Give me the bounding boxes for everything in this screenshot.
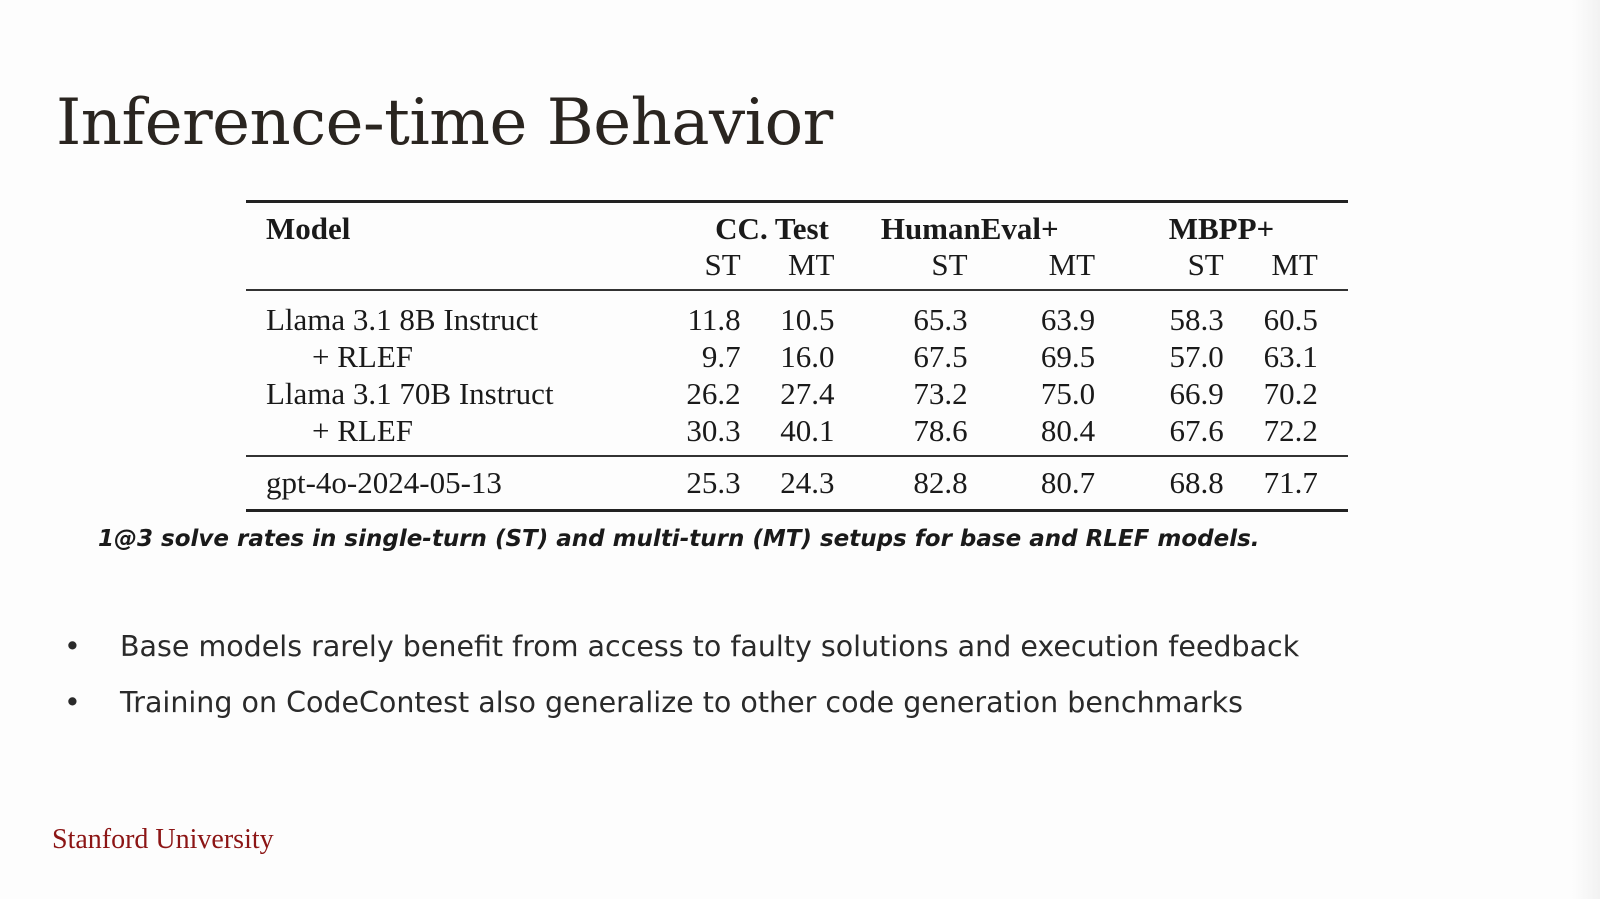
cell-value: 82.8 [834, 455, 968, 512]
header-model: Model [246, 200, 640, 247]
cell-value: 72.2 [1263, 413, 1318, 448]
table-caption: 1@3 solve rates in single-turn (ST) and … [98, 526, 1260, 552]
cell-value: 57.0 [1169, 339, 1224, 374]
cell-value: 78.6 [913, 413, 968, 448]
header-group-mbpp: MBPP+ [1095, 200, 1318, 247]
cell-value: 75.0 [1040, 376, 1096, 411]
subheader-cc-st: ST [639, 247, 741, 291]
cell-value: 80.7 [967, 455, 1096, 512]
slide-edge-shadow [1572, 0, 1600, 899]
bullet-text: Base models rarely benefit from access t… [120, 630, 1300, 663]
subheader-he-mt: MT [967, 247, 1096, 291]
cell-value: 26.2 [686, 376, 741, 411]
row-model-label: + RLEF [312, 413, 414, 448]
cell-value: 63.1 [1263, 339, 1318, 374]
bullet-list: • Base models rarely benefit from access… [64, 626, 1299, 738]
slide-title: Inference-time Behavior [56, 86, 833, 160]
cell-value: 73.2 [913, 376, 968, 411]
bullet-dot-icon: • [64, 630, 81, 663]
cell-value: 68.8 [1095, 455, 1224, 512]
row-model-label: Llama 3.1 8B Instruct [266, 302, 539, 337]
cell-value: 63.9 [1040, 302, 1096, 337]
cell-value: 24.3 [740, 455, 835, 512]
cell-value: 67.6 [1169, 413, 1224, 448]
cell-value: 11.8 [687, 302, 741, 337]
table-row: + RLEF 9.7 16.0 67.5 69.5 57.0 63.1 [246, 338, 1348, 375]
results-table: Model CC. Test HumanEval+ MBPP+ ST MT ST… [246, 200, 1348, 512]
bullet-text: Training on CodeContest also generalize … [120, 686, 1243, 719]
header-group-cc-test: CC. Test [639, 200, 835, 247]
cell-value: 60.5 [1263, 302, 1318, 337]
row-model-label: Llama 3.1 70B Instruct [266, 376, 554, 411]
cell-value: 69.5 [1040, 339, 1096, 374]
cell-value: 67.5 [913, 339, 968, 374]
bullet-item: • Training on CodeContest also generaliz… [64, 682, 1299, 738]
cell-value: 80.4 [1040, 413, 1096, 448]
row-model-label: + RLEF [312, 339, 414, 374]
bullet-dot-icon: • [64, 686, 81, 719]
subheader-cc-mt: MT [740, 247, 835, 291]
cell-value: 16.0 [780, 339, 835, 374]
table-row: Llama 3.1 8B Instruct 11.8 10.5 65.3 63.… [246, 290, 1348, 338]
cell-value: 10.5 [780, 302, 835, 337]
row-model-label: gpt-4o-2024-05-13 [246, 455, 640, 512]
subheader-mbpp-mt: MT [1223, 247, 1318, 291]
cell-value: 70.2 [1263, 376, 1318, 411]
cell-value: 40.1 [780, 413, 835, 448]
cell-value: 66.9 [1169, 376, 1224, 411]
cell-value: 30.3 [686, 413, 741, 448]
table-row: Llama 3.1 70B Instruct 26.2 27.4 73.2 75… [246, 375, 1348, 412]
subheader-he-st: ST [834, 247, 968, 291]
cell-value: 27.4 [780, 376, 835, 411]
cell-value: 9.7 [701, 339, 741, 374]
header-group-humaneval: HumanEval+ [834, 200, 1096, 247]
table-row: + RLEF 30.3 40.1 78.6 80.4 67.6 72.2 [246, 412, 1348, 456]
cell-value: 71.7 [1223, 455, 1318, 512]
table-row-reference: gpt-4o-2024-05-13 25.3 24.3 82.8 80.7 68… [246, 455, 1348, 512]
cell-value: 65.3 [913, 302, 968, 337]
bullet-item: • Base models rarely benefit from access… [64, 626, 1299, 682]
cell-value: 25.3 [639, 455, 741, 512]
cell-value: 58.3 [1169, 302, 1224, 337]
subheader-mbpp-st: ST [1095, 247, 1224, 291]
stanford-logo: Stanford University [52, 824, 274, 855]
